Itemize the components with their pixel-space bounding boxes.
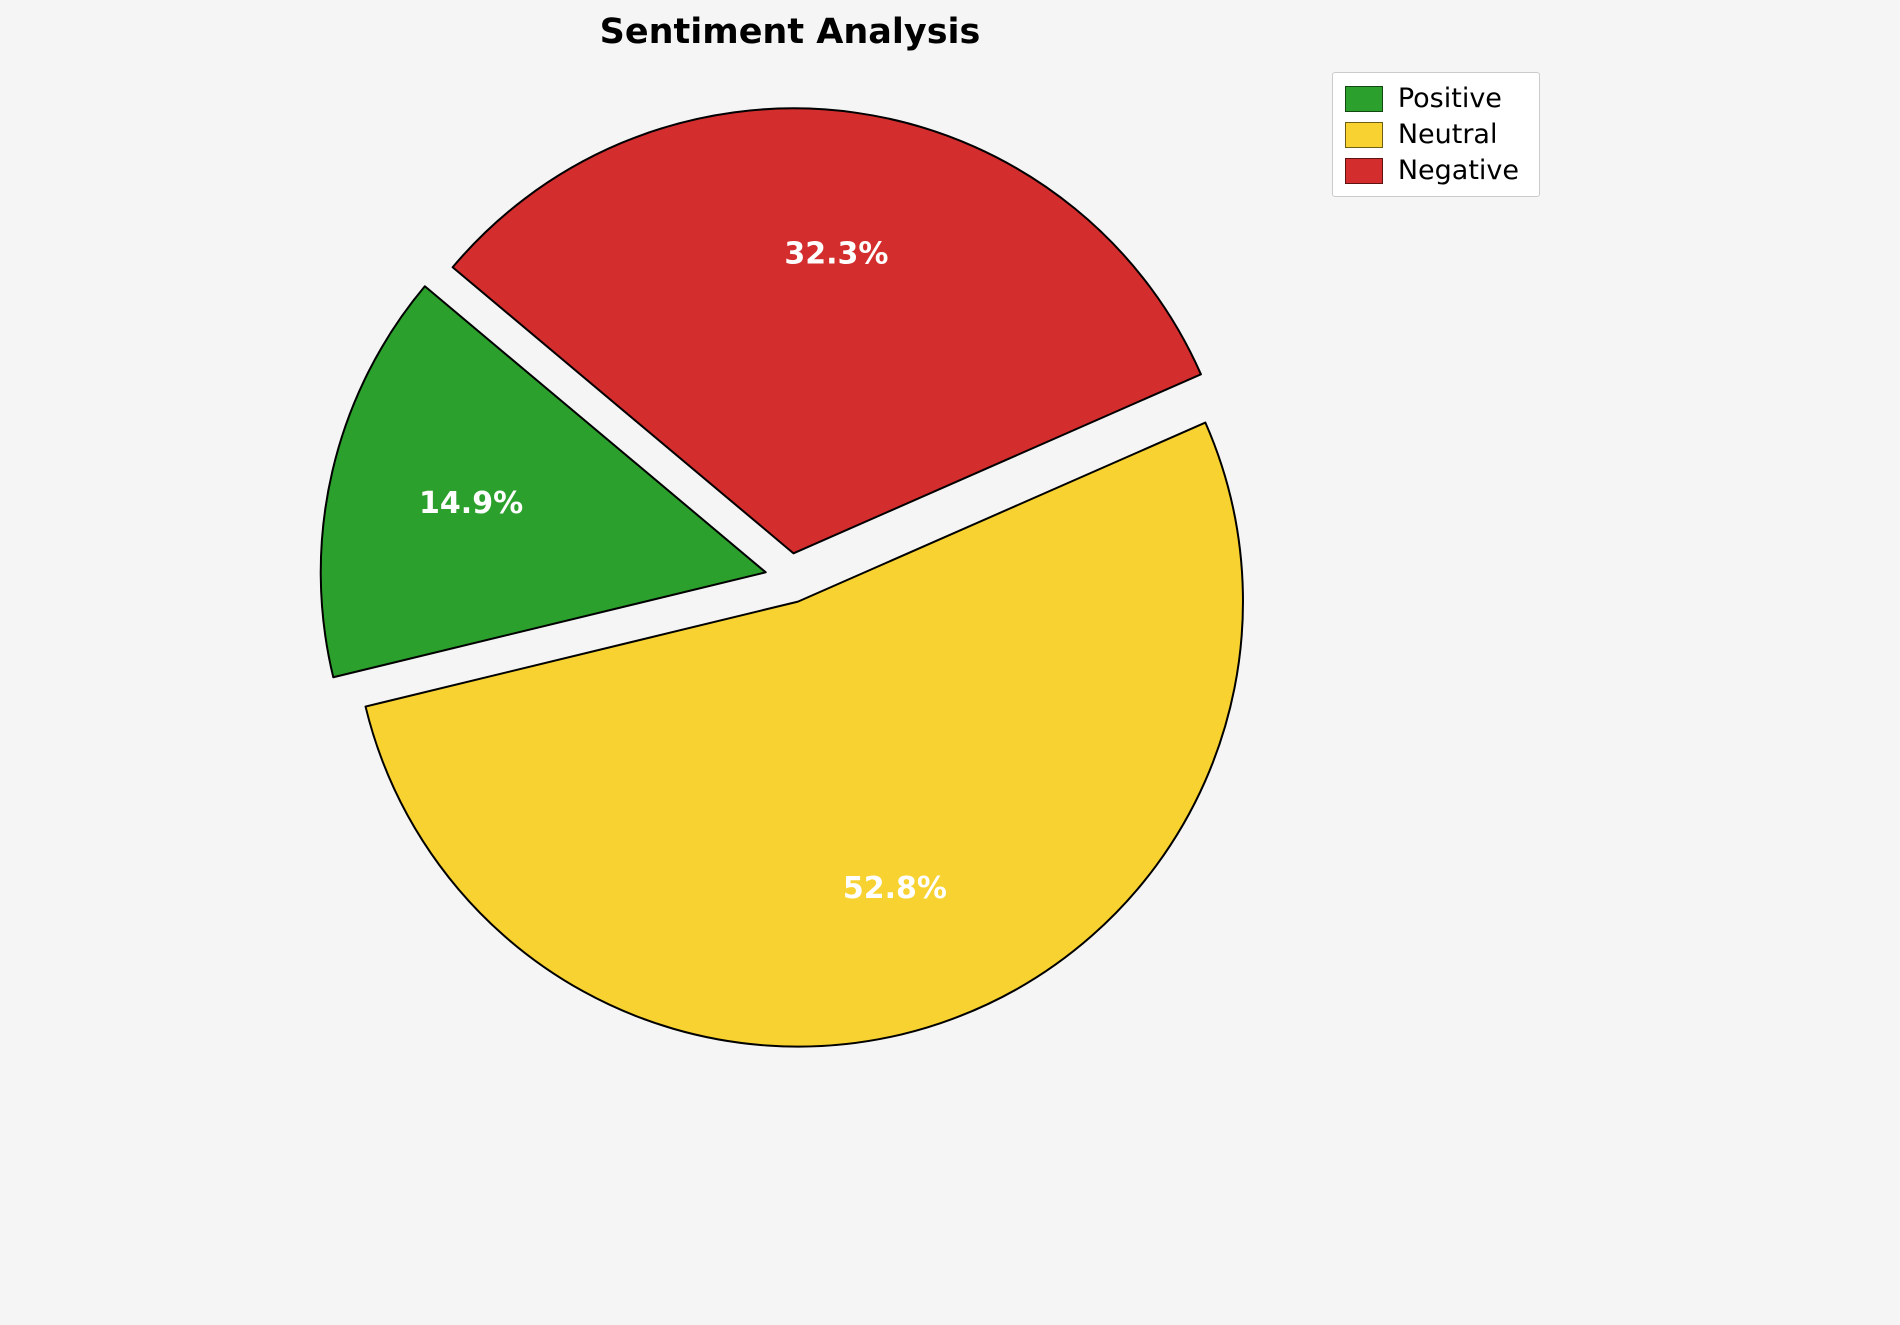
legend-label-neutral: Neutral xyxy=(1397,119,1498,150)
legend-label-negative: Negative xyxy=(1397,155,1519,186)
legend-swatch-neutral xyxy=(1344,121,1383,148)
pie-slice-neutral xyxy=(364,421,1244,1048)
pie-percentage-label-positive: 14.9% xyxy=(419,486,523,521)
legend-swatch-negative xyxy=(1344,157,1383,184)
legend: Positive Neutral Negative xyxy=(1331,72,1540,197)
legend-label-positive: Positive xyxy=(1397,83,1502,114)
pie-slice-positive xyxy=(319,285,767,679)
legend-item-neutral: Neutral xyxy=(1344,119,1519,150)
legend-item-positive: Positive xyxy=(1344,83,1519,114)
legend-swatch-positive xyxy=(1344,85,1383,112)
legend-item-negative: Negative xyxy=(1344,155,1519,186)
pie-percentage-label-negative: 32.3% xyxy=(784,236,888,271)
chart-title: Sentiment Analysis xyxy=(599,12,981,52)
pie-percentage-label-neutral: 52.8% xyxy=(843,871,947,906)
pie-slice-negative xyxy=(451,107,1202,555)
